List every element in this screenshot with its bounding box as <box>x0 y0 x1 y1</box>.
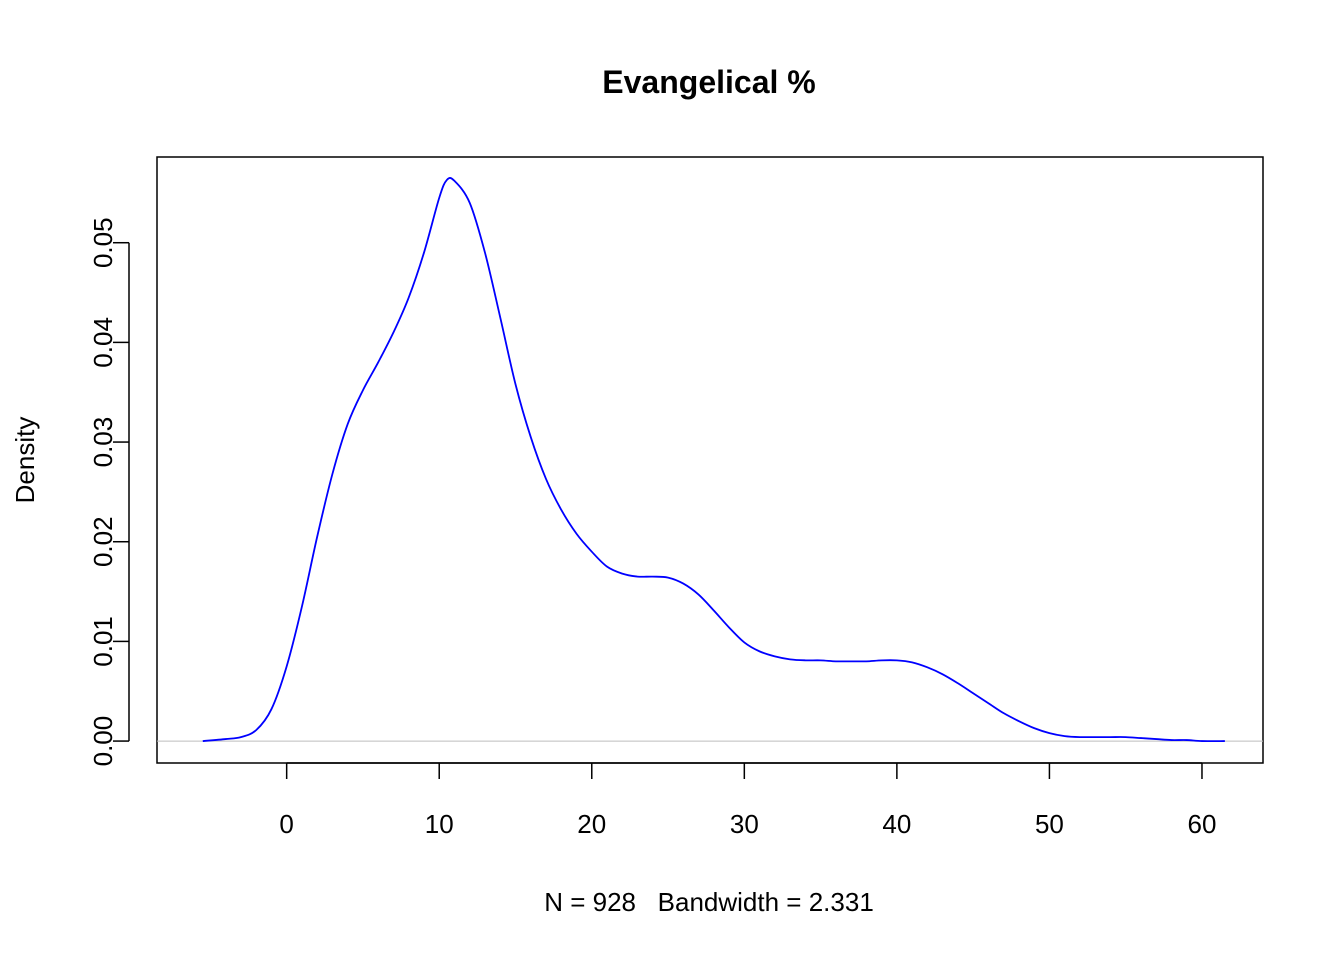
x-axis: 0 10 20 30 40 50 60 <box>279 762 1217 839</box>
y-tick-label: 0.03 <box>88 417 118 468</box>
x-tick-label: 30 <box>730 809 759 839</box>
plot-frame <box>156 156 1264 764</box>
y-axis: 0.00 0.01 0.02 0.03 0.04 0.05 <box>88 217 130 767</box>
chart-title: Evangelical % <box>602 64 815 100</box>
x-tick-label: 0 <box>279 809 293 839</box>
x-axis-label: N = 928 Bandwidth = 2.331 <box>544 887 874 917</box>
x-tick-label: 20 <box>577 809 606 839</box>
x-tick-label: 40 <box>882 809 911 839</box>
density-curve <box>202 177 1225 743</box>
y-tick-label: 0.04 <box>88 317 118 368</box>
y-tick-label: 0.00 <box>88 716 118 767</box>
y-axis-label: Density <box>10 417 40 504</box>
y-tick-label: 0.05 <box>88 217 118 268</box>
x-tick-label: 50 <box>1035 809 1064 839</box>
y-tick-label: 0.01 <box>88 616 118 667</box>
x-tick-label: 10 <box>425 809 454 839</box>
x-tick-label: 60 <box>1188 809 1217 839</box>
y-tick-label: 0.02 <box>88 516 118 567</box>
